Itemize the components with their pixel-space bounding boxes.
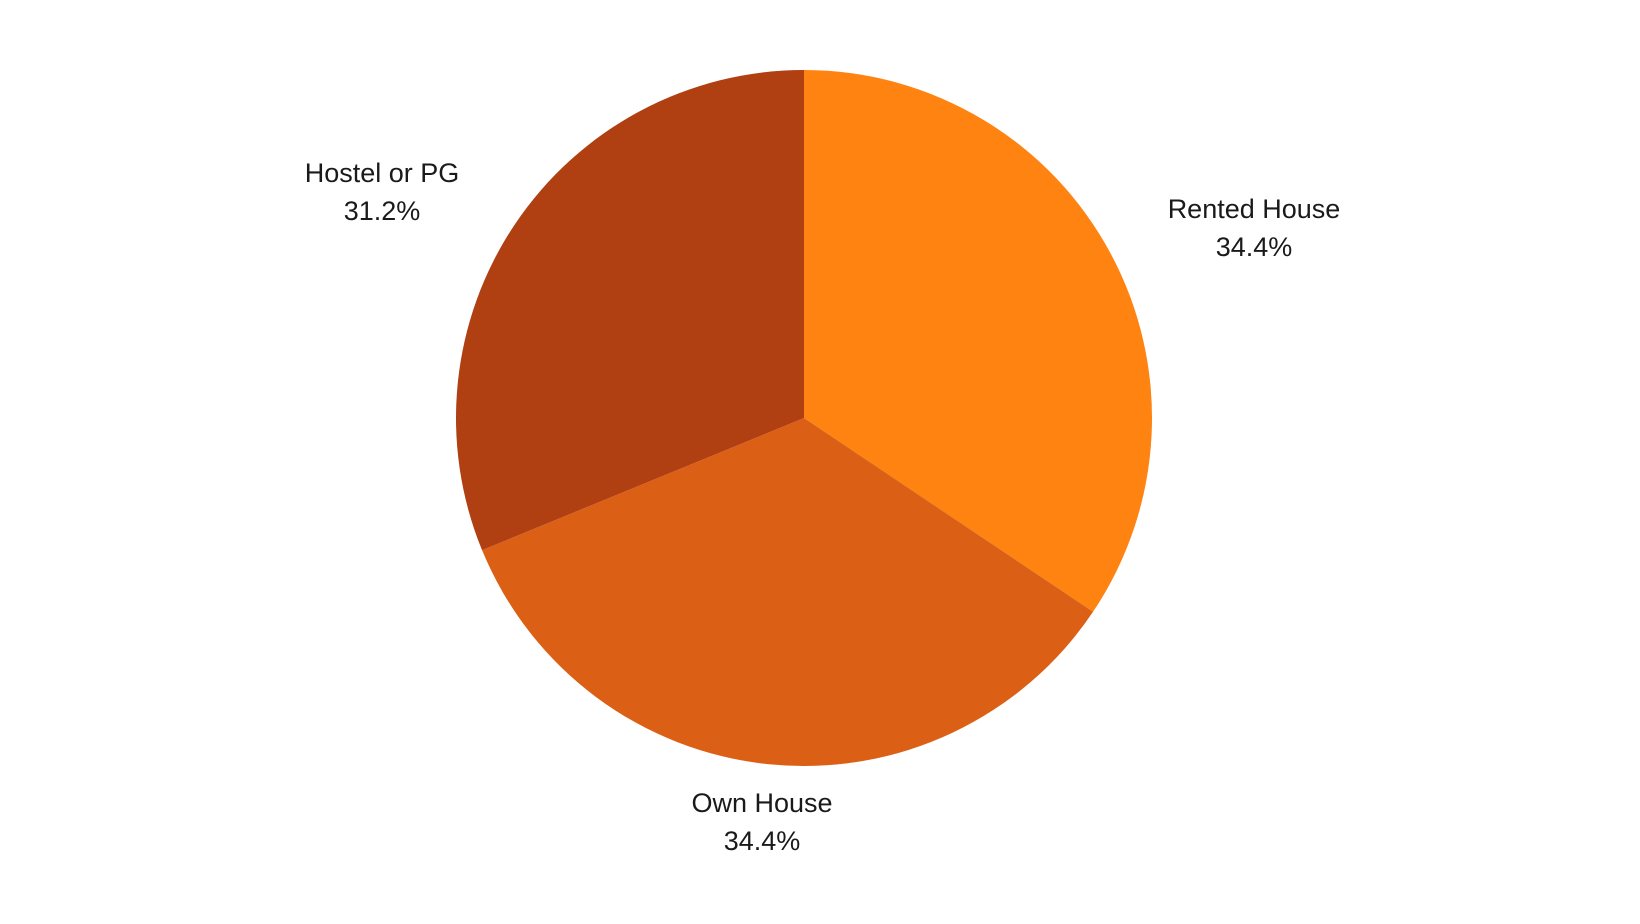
slice-label-rented-house: Rented House 34.4% (1168, 190, 1341, 266)
slice-name-own-house: Own House (691, 788, 833, 818)
slice-name-hostel-or-pg: Hostel or PG (304, 158, 460, 188)
pie-slice-hostel-or-pg (455, 70, 804, 551)
slice-name-rented-house: Rented House (1167, 194, 1341, 224)
pie-slice-own-house (482, 418, 1094, 767)
slice-label-own-house: Own House 34.4% (691, 784, 832, 860)
pie-slice-rented-house (804, 70, 1153, 612)
slice-value-rented-house: 34.4% (1215, 232, 1293, 262)
slice-value-own-house: 34.4% (723, 826, 801, 856)
slice-label-hostel-or-pg: Hostel or PG 31.2% (305, 154, 460, 230)
slice-value-hostel-or-pg: 31.2% (343, 196, 421, 226)
